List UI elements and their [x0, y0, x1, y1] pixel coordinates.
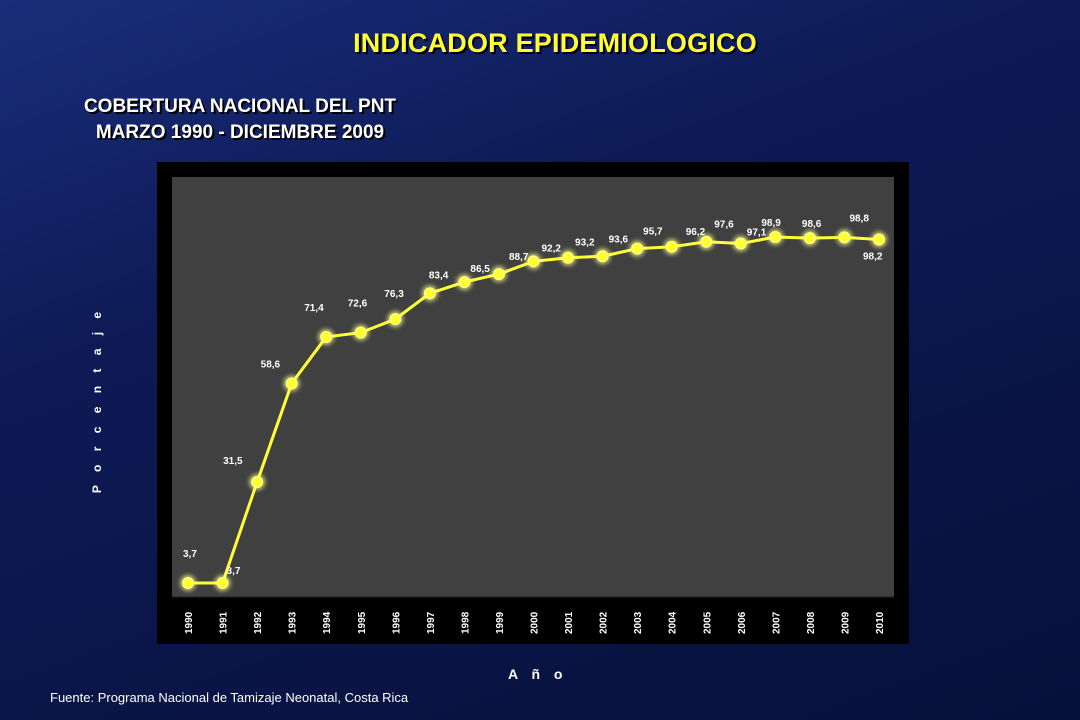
- data-label: 83,4: [429, 270, 449, 281]
- data-label: 86,5: [470, 264, 490, 275]
- data-point: [665, 240, 678, 253]
- chart-subtitle-line-2: MARZO 1990 - DICIEMBRE 2009: [95, 122, 385, 143]
- data-point: [423, 287, 436, 300]
- data-point: [803, 232, 816, 245]
- x-tick-label: 1992: [253, 611, 264, 634]
- page-title: INDICADOR EPIDEMIOLOGICO: [353, 28, 757, 58]
- source-note: Fuente: Programa Nacional de Tamizaje Ne…: [50, 690, 409, 705]
- data-point: [320, 330, 333, 343]
- data-label: 93,2: [575, 238, 595, 249]
- data-label: 71,4: [304, 303, 324, 314]
- data-point: [354, 326, 367, 339]
- data-label: 96,2: [686, 227, 706, 238]
- x-axis-title: A ñ o: [508, 666, 568, 682]
- data-point: [700, 235, 713, 248]
- x-tick-label: 1997: [426, 611, 437, 634]
- data-label: 98,6: [802, 219, 822, 230]
- x-tick-label: 2000: [530, 611, 541, 634]
- data-label: 76,3: [384, 289, 404, 300]
- data-point: [838, 231, 851, 244]
- data-label: 98,8: [849, 213, 869, 224]
- x-tick-label: 1995: [357, 611, 368, 634]
- x-tick-label: 1996: [391, 611, 402, 634]
- data-label: 97,1: [747, 228, 767, 239]
- data-label: 58,6: [261, 359, 281, 370]
- data-label: 98,9: [761, 218, 781, 229]
- data-point: [527, 255, 540, 268]
- x-tick-label: 2001: [564, 611, 575, 634]
- data-point: [596, 250, 609, 263]
- line-chart: 3,7 3,7 31,5 58,6 71,4 72,6 76,3 83,4 86,5 88,7 92…: [172, 177, 894, 634]
- data-label: 88,7: [509, 252, 529, 263]
- x-tick-label: 2003: [633, 611, 644, 634]
- data-point: [631, 242, 644, 255]
- data-point: [562, 251, 575, 264]
- x-tick-label: 1998: [460, 611, 471, 634]
- x-tick-label: 2004: [668, 611, 679, 634]
- chart-subtitle-line-1: COBERTURA NACIONAL DEL PNT: [83, 96, 397, 117]
- x-tick-label: 2007: [771, 611, 782, 634]
- x-tick-label: 2005: [702, 611, 713, 634]
- x-tick-label: 2008: [806, 611, 817, 634]
- data-label: 3,7: [227, 566, 241, 577]
- x-tick-label: 2010: [875, 611, 886, 634]
- data-label: 97,6: [714, 220, 734, 231]
- x-tick-label: 1993: [288, 611, 299, 634]
- x-tick-label: 1991: [219, 611, 230, 634]
- data-point: [769, 231, 782, 243]
- data-point: [251, 475, 264, 488]
- x-tick-label: 2002: [599, 611, 610, 634]
- data-label: 31,5: [223, 456, 243, 467]
- data-point: [216, 577, 229, 589]
- x-tick-label: 2009: [840, 611, 851, 634]
- data-label: 98,2: [863, 252, 883, 263]
- data-point: [734, 237, 747, 250]
- data-point: [182, 577, 194, 589]
- x-tick-label: 1994: [322, 611, 333, 634]
- x-tick-label: 2006: [737, 611, 748, 634]
- plot-area: [172, 177, 894, 597]
- data-label: 3,7: [183, 549, 197, 560]
- y-axis-title: P o r c e n t a j e: [90, 306, 104, 494]
- data-point: [285, 377, 298, 390]
- data-point: [873, 233, 885, 246]
- chart-frame: 3,7 3,7 31,5 58,6 71,4 72,6 76,3 83,4 86,5 88,7 92…: [157, 162, 909, 644]
- x-tick-label: 1990: [184, 611, 195, 634]
- data-label: 93,6: [609, 234, 629, 245]
- data-label: 95,7: [643, 227, 663, 238]
- x-tick-label: 1999: [495, 611, 506, 634]
- data-label: 72,6: [348, 299, 368, 310]
- data-point: [458, 276, 471, 289]
- data-point: [389, 313, 402, 326]
- data-point: [492, 268, 505, 281]
- data-label: 92,2: [542, 243, 562, 254]
